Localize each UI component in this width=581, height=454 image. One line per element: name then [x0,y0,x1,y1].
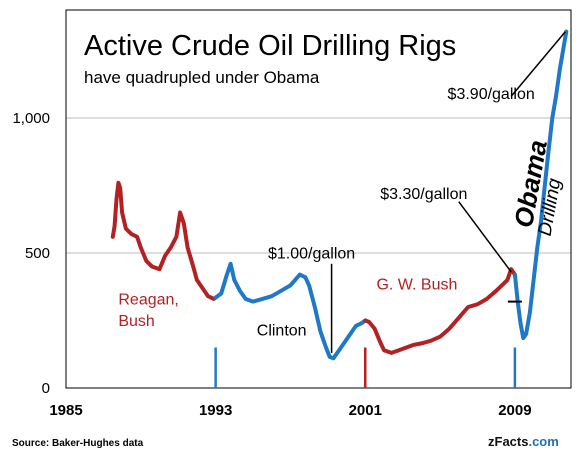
x-tick-label: 2001 [349,402,382,419]
brand-suffix: .com [528,434,558,449]
tick-labels: 0 500 1,000 1985 1993 2001 2009 [12,110,531,419]
grid [66,117,571,254]
annotation-label: $3.90/gallon [448,86,535,103]
series-line [512,29,569,341]
year-markers [214,300,522,388]
chart-title: Active Crude Oil Drilling Rigs [84,30,456,62]
series-line [110,180,218,301]
series-group [110,29,569,361]
annotation-label: Reagan, [118,291,178,308]
annotation-label: $1.00/gallon [268,245,355,262]
y-tick-label: 1,000 [12,110,50,127]
annotation-label: Bush [118,313,154,330]
brand-main: zFacts [488,434,528,449]
y-tick-label: 0 [42,380,50,397]
x-tick-label: 2009 [498,402,531,419]
x-tick-label: 1993 [199,402,232,419]
x-tick-label: 1985 [49,402,82,419]
series-line [213,261,368,361]
y-tick-label: 500 [25,245,50,262]
series-line [363,267,517,355]
brand-logo: zFacts.com [488,434,559,449]
annotation-label: Clinton [257,322,307,339]
annotation-leader [458,201,512,273]
annotation-label: $3.30/gallon [380,186,467,203]
plot-frame [65,9,572,389]
annotation-label: G. W. Bush [376,276,457,293]
chart-subtitle: have quadrupled under Obama [84,68,320,87]
source-note: Source: Baker-Hughes data [12,438,144,449]
annotation-leader [510,31,566,97]
